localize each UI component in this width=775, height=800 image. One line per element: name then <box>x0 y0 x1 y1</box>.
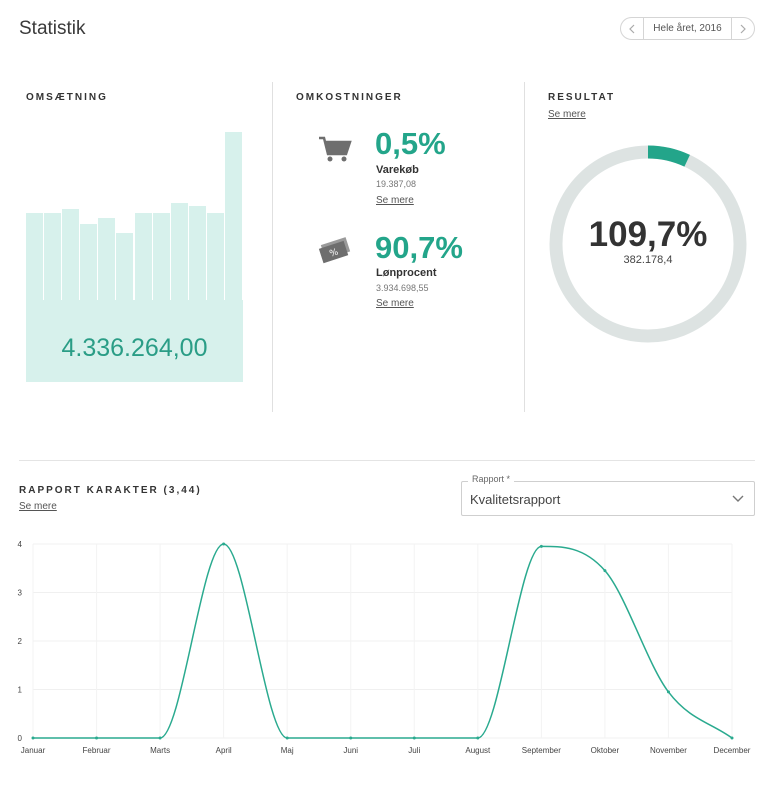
x-tick-label: Juni <box>343 746 358 755</box>
page-title: Statistik <box>19 18 86 39</box>
chevron-right-icon <box>740 24 746 33</box>
result-amount: 382.178,4 <box>623 254 673 266</box>
x-tick-label: December <box>714 746 751 755</box>
x-tick-label: Maj <box>281 746 294 755</box>
revenue-bar <box>80 224 98 300</box>
salary-percent: 90,7% <box>375 230 463 265</box>
report-select-value[interactable]: Kvalitetsrapport <box>470 492 561 507</box>
report-select-label: Rapport * <box>468 474 515 484</box>
chevron-down-icon[interactable] <box>730 490 746 506</box>
revenue-bar <box>134 212 152 300</box>
goods-cost-see-more-link[interactable]: Se mere <box>376 195 414 206</box>
previous-period-button[interactable] <box>621 18 643 39</box>
column-divider <box>272 82 273 412</box>
salary-name: Lønprocent <box>376 267 437 279</box>
y-tick-label: 3 <box>18 589 23 598</box>
report-heading: RAPPORT KARAKTER (3,44) <box>19 485 202 496</box>
section-divider <box>19 460 755 461</box>
x-tick-label: April <box>216 746 232 755</box>
x-tick-label: Marts <box>150 746 170 755</box>
revenue-total-box <box>26 300 243 382</box>
y-tick-label: 2 <box>18 637 23 646</box>
revenue-total: 4.336.264,00 <box>61 334 208 362</box>
revenue-bar <box>206 212 224 300</box>
data-point <box>412 736 416 740</box>
y-tick-label: 1 <box>18 686 23 695</box>
x-tick-label: Oktober <box>591 746 620 755</box>
cart-icon <box>319 136 352 162</box>
revenue-bar <box>170 202 188 300</box>
x-tick-label: Februar <box>83 746 111 755</box>
data-point <box>158 736 162 740</box>
salary-amount: 3.934.698,55 <box>376 283 429 293</box>
data-point <box>349 736 353 740</box>
data-point <box>666 690 670 694</box>
revenue-bar <box>26 212 44 300</box>
data-point <box>95 736 99 740</box>
revenue-heading: OMSÆTNING <box>26 92 108 103</box>
gauge-fill <box>647 145 690 167</box>
data-point <box>476 736 480 740</box>
data-point <box>285 736 289 740</box>
costs-heading: OMKOSTNINGER <box>296 92 403 103</box>
money-icon: % <box>318 237 351 264</box>
revenue-bar <box>188 205 206 300</box>
goods-cost-name: Varekøb <box>376 164 419 176</box>
revenue-bar <box>152 212 170 300</box>
salary-see-more-link[interactable]: Se mere <box>376 298 414 309</box>
report-see-more-link[interactable]: Se mere <box>19 501 57 512</box>
data-point <box>222 542 226 546</box>
series-line <box>32 543 733 739</box>
revenue-bar <box>62 209 80 300</box>
revenue-bar <box>116 232 134 300</box>
x-tick-label: Juli <box>408 746 420 755</box>
data-point <box>603 569 607 573</box>
goods-cost-amount: 19.387,08 <box>376 179 417 189</box>
data-point <box>539 544 543 548</box>
column-divider <box>524 82 525 412</box>
result-gauge <box>549 145 747 343</box>
data-point <box>31 736 35 740</box>
report-line-chart: 0 1 2 3 4 Januar Februar Marts April Maj Juni Juli A… <box>18 540 751 755</box>
revenue-bar <box>224 132 242 300</box>
chevron-left-icon <box>629 24 635 33</box>
result-heading: RESULTAT <box>548 92 616 103</box>
period-selector: Hele året, 2016 <box>620 17 755 40</box>
revenue-bar <box>44 212 62 300</box>
y-tick-label: 4 <box>18 540 23 549</box>
report-select[interactable] <box>461 481 755 516</box>
period-label[interactable]: Hele året, 2016 <box>643 18 732 39</box>
data-point <box>730 736 734 740</box>
result-see-more-link[interactable]: Se mere <box>548 109 586 120</box>
x-tick-label: Januar <box>21 746 46 755</box>
next-period-button[interactable] <box>732 18 754 39</box>
result-percent: 109,7% <box>588 215 708 254</box>
x-tick-label: November <box>650 746 687 755</box>
x-tick-label: August <box>465 746 491 755</box>
x-tick-label: September <box>522 746 561 755</box>
goods-cost-percent: 0,5% <box>375 126 446 161</box>
y-tick-label: 0 <box>18 734 23 743</box>
svg-text:%: % <box>328 247 340 259</box>
revenue-bar <box>98 217 116 300</box>
